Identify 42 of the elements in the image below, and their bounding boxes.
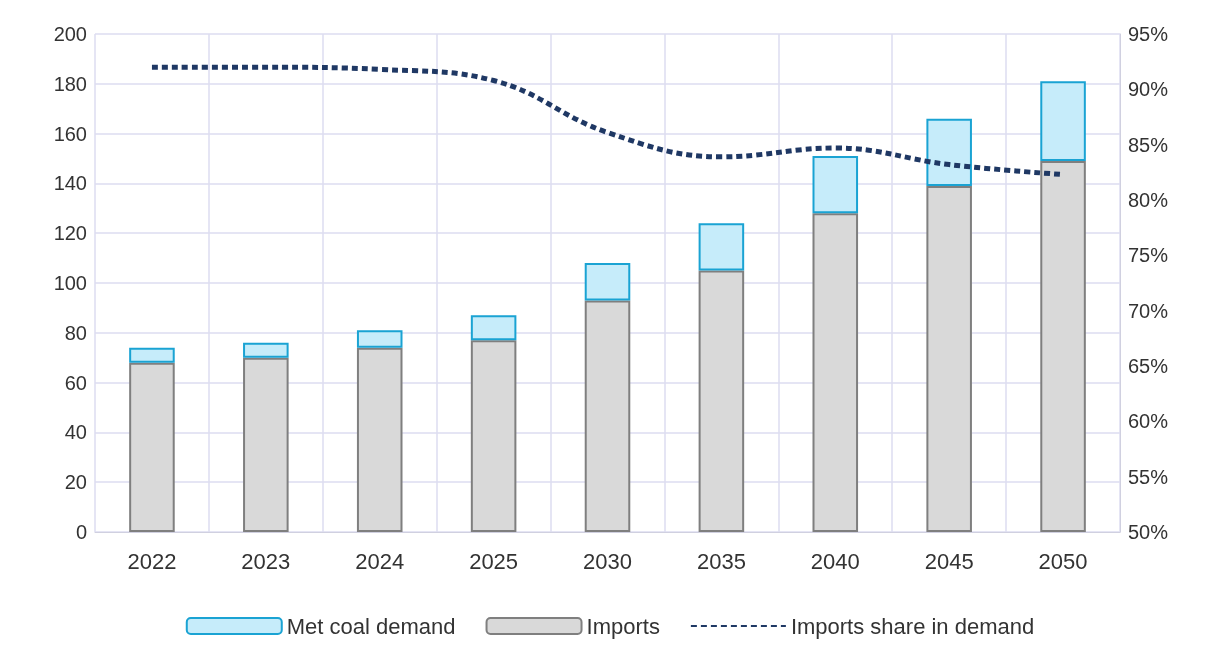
y-tick-label: 40 xyxy=(64,421,87,444)
y-tick-label: 20 xyxy=(64,471,87,494)
bar xyxy=(129,347,175,363)
bar xyxy=(926,118,972,186)
bar xyxy=(698,223,745,271)
legend-label: Met coal demand xyxy=(286,613,456,639)
bar xyxy=(470,315,517,341)
legend-label: Imports share in demand xyxy=(790,613,1035,639)
y-tick-label: 160 xyxy=(53,122,87,145)
x-tick-label: 2024 xyxy=(355,548,405,574)
bar xyxy=(812,156,859,214)
x-tick-label: 2045 xyxy=(924,548,974,574)
y2-tick-label: 80% xyxy=(1128,189,1169,211)
x-tick-label: 2023 xyxy=(241,548,291,574)
bar xyxy=(584,263,631,301)
y-tick-label: 0 xyxy=(75,521,87,543)
x-tick-label: 2022 xyxy=(127,548,177,574)
x-tick-label: 2050 xyxy=(1038,548,1088,574)
y2-tick-label: 65% xyxy=(1128,355,1169,377)
y-tick-label: 140 xyxy=(53,172,87,195)
x-tick-label: 2040 xyxy=(810,548,860,574)
y-tick-label: 80 xyxy=(64,321,87,344)
y2-tick-label: 55% xyxy=(1128,465,1169,488)
y2-tick-label: 95% xyxy=(1128,23,1169,45)
y-tick-label: 120 xyxy=(53,222,87,245)
legend-label: Imports xyxy=(586,613,660,639)
bar xyxy=(1040,81,1086,161)
y-tick-label: 200 xyxy=(53,23,87,45)
y2-tick-label: 75% xyxy=(1128,244,1169,267)
y2-tick-label: 50% xyxy=(1128,521,1169,543)
x-tick-label: 2025 xyxy=(469,548,519,574)
y-tick-label: 180 xyxy=(53,72,87,95)
bar xyxy=(243,342,289,358)
x-tick-label: 2035 xyxy=(696,548,746,574)
y2-tick-label: 90% xyxy=(1128,78,1169,101)
bar xyxy=(356,330,403,348)
x-tick-label: 2030 xyxy=(583,548,632,574)
y2-tick-label: 60% xyxy=(1128,410,1169,433)
y-tick-label: 60 xyxy=(64,371,87,394)
y2-tick-label: 85% xyxy=(1128,133,1169,156)
y-tick-label: 100 xyxy=(53,272,87,294)
y2-tick-label: 70% xyxy=(1128,299,1169,322)
